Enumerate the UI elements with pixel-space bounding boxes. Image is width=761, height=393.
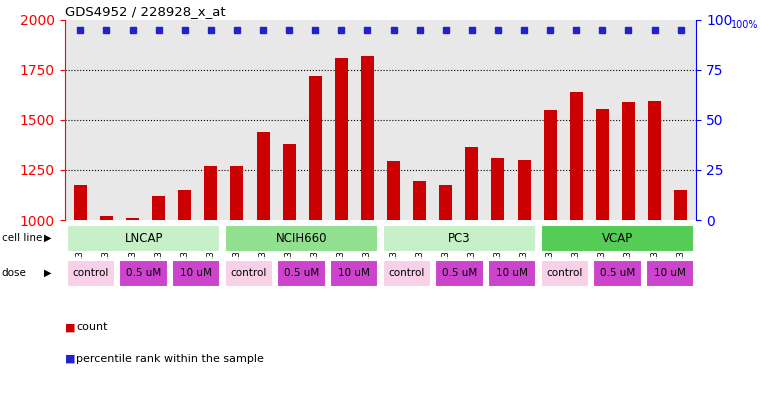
Bar <box>224 260 273 286</box>
Text: 0.5 uM: 0.5 uM <box>442 268 477 278</box>
Bar <box>100 216 113 220</box>
Bar <box>517 160 530 220</box>
Text: PC3: PC3 <box>448 231 471 245</box>
Bar <box>335 58 348 220</box>
Text: 10 uM: 10 uM <box>180 268 212 278</box>
Text: GDS4952 / 228928_x_at: GDS4952 / 228928_x_at <box>65 6 225 18</box>
Text: NCIH660: NCIH660 <box>275 231 327 245</box>
Text: 100%: 100% <box>731 20 759 29</box>
Bar <box>67 260 115 286</box>
Text: percentile rank within the sample: percentile rank within the sample <box>76 354 264 364</box>
Text: 10 uM: 10 uM <box>496 268 528 278</box>
Bar <box>387 161 400 220</box>
Bar <box>674 190 687 220</box>
Text: control: control <box>546 268 583 278</box>
Text: ▶: ▶ <box>44 233 52 243</box>
Bar <box>152 196 165 220</box>
Text: 10 uM: 10 uM <box>654 268 686 278</box>
Bar <box>277 260 326 286</box>
Text: ■: ■ <box>65 322 75 332</box>
Bar <box>435 260 484 286</box>
Text: dose: dose <box>2 268 27 278</box>
Bar <box>439 185 452 220</box>
Bar <box>488 260 537 286</box>
Bar <box>224 226 378 252</box>
Bar <box>282 144 296 220</box>
Bar <box>361 56 374 220</box>
Text: control: control <box>231 268 267 278</box>
Bar <box>126 218 139 220</box>
Bar <box>648 101 661 220</box>
Text: ■: ■ <box>65 354 75 364</box>
Bar <box>413 181 426 220</box>
Text: 10 uM: 10 uM <box>338 268 370 278</box>
Bar <box>646 260 694 286</box>
Bar <box>570 92 583 220</box>
Bar <box>540 260 589 286</box>
Bar <box>204 166 218 220</box>
Bar <box>593 260 642 286</box>
Bar <box>172 260 221 286</box>
Text: control: control <box>389 268 425 278</box>
Bar <box>231 166 244 220</box>
Bar <box>540 226 694 252</box>
Bar <box>67 226 221 252</box>
Bar <box>492 158 505 220</box>
Text: control: control <box>73 268 109 278</box>
Bar <box>383 260 431 286</box>
Bar <box>383 226 537 252</box>
Bar <box>330 260 378 286</box>
Text: 0.5 uM: 0.5 uM <box>126 268 161 278</box>
Bar <box>465 147 479 220</box>
Bar <box>622 102 635 220</box>
Text: cell line: cell line <box>2 233 42 243</box>
Bar <box>119 260 168 286</box>
Bar <box>543 110 557 220</box>
Text: LNCAP: LNCAP <box>124 231 163 245</box>
Bar <box>309 76 322 220</box>
Text: ▶: ▶ <box>44 268 52 278</box>
Text: 0.5 uM: 0.5 uM <box>600 268 635 278</box>
Text: 0.5 uM: 0.5 uM <box>284 268 319 278</box>
Text: count: count <box>76 322 107 332</box>
Text: VCAP: VCAP <box>602 231 633 245</box>
Bar <box>178 190 191 220</box>
Bar <box>74 185 87 220</box>
Bar <box>256 132 269 220</box>
Bar <box>596 109 609 220</box>
